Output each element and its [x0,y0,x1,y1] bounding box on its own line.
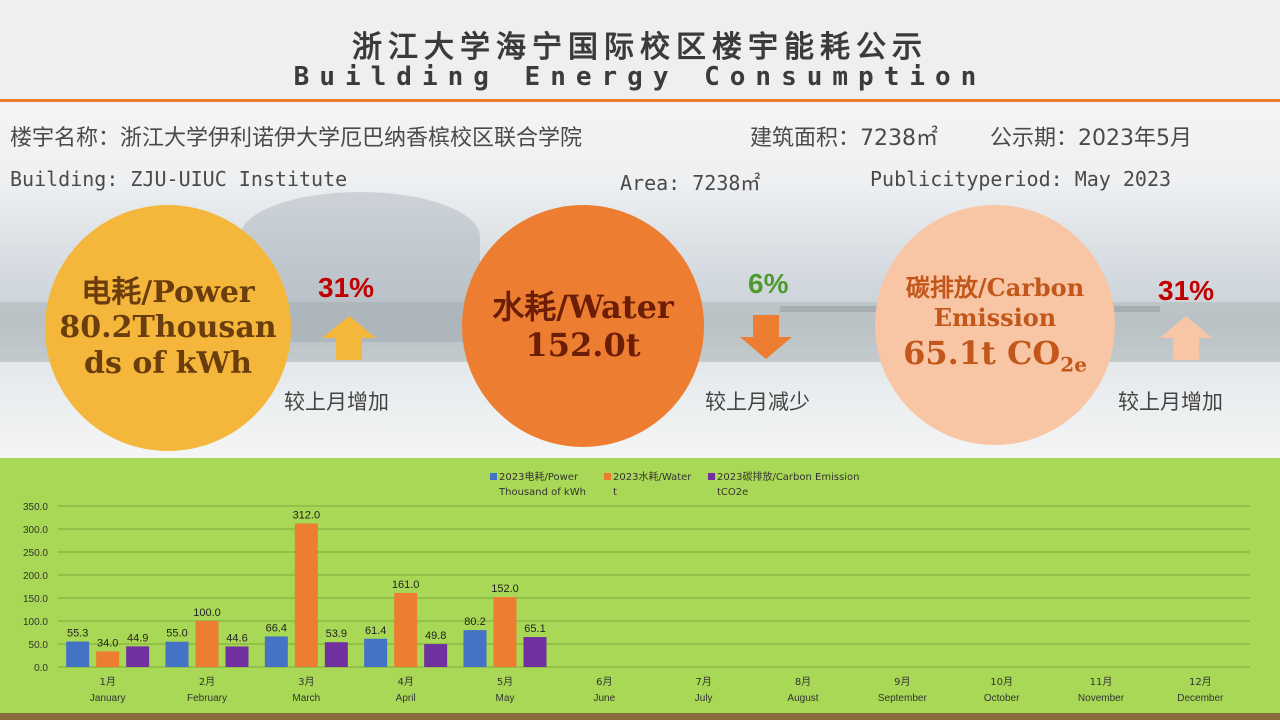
bar [493,597,517,667]
x-tick-label: 2月 [199,676,215,688]
y-tick-label: 300.0 [23,525,48,536]
y-tick-label: 350.0 [23,502,48,513]
bar [225,646,249,667]
legend-item-water: 2023水耗/Water t [604,470,691,500]
water-value: 152.0t [525,326,641,364]
header: 浙江大学海宁国际校区楼宇能耗公示 Building Energy Consump… [0,0,1280,100]
page-title-en: Building Energy Consumption [293,62,987,92]
x-tick-label-en: April [396,693,416,704]
power-change-pct: 31% [318,272,375,303]
bar [66,641,90,667]
data-label: 44.9 [127,632,148,644]
x-tick-label-en: June [593,693,615,704]
bar-chart: 0.0 50.0 100.0 150.0 200.0 250.0 300.0 350.0 1月 J… [23,502,1250,704]
water-compare-text: 较上月减少 [705,390,810,414]
y-tick-label: 100.0 [23,617,48,628]
bar [294,523,318,667]
x-tick-label-en: July [695,693,713,704]
data-label: 80.2 [464,616,485,628]
x-tick-label: 11月 [1090,676,1113,688]
carbon-value: 65.1t CO2e [903,333,1087,377]
bar [165,641,189,667]
x-tick-label: 3月 [298,676,314,688]
x-tick-label: 1月 [99,676,115,688]
period-cn: 公示期：2023年5月 [990,126,1192,151]
x-tick-label: 4月 [397,676,413,688]
building-name-en: Building: ZJU-UIUC Institute [10,167,348,191]
legend-item-power: 2023电耗/Power Thousand of kWh [490,470,586,500]
water-down-arrow-icon [740,315,792,359]
x-tick-label-en: October [984,693,1020,704]
x-tick-label-en: September [878,693,928,704]
water-label: 水耗/Water [492,287,674,326]
power-kpi-circle: 电耗/Power 80.2Thousan ds of kWh [45,205,291,451]
power-compare-text: 较上月增加 [284,390,389,414]
x-tick-label: 9月 [894,676,910,688]
power-label: 电耗/Power [81,274,255,310]
y-tick-label: 150.0 [23,594,48,605]
x-tick-label-en: May [496,693,515,704]
data-label: 53.9 [326,628,347,640]
period-en: Publicityperiod: May 2023 [870,167,1172,191]
x-tick-label-en: August [787,693,818,704]
page-title-cn: 浙江大学海宁国际校区楼宇能耗公示 [352,30,928,65]
y-tick-label: 200.0 [23,571,48,582]
data-label: 161.0 [392,579,420,591]
data-label: 100.0 [193,607,221,619]
data-label: 61.4 [365,625,386,637]
legend-item-carbon: 2023碳排放/Carbon Emission tCO2e [708,470,860,500]
water-kpi-circle: 水耗/Water 152.0t [462,205,704,447]
data-label: 34.0 [97,637,118,649]
bar [324,642,348,667]
bar [364,638,388,667]
water-change-pct: 6% [748,268,789,299]
x-tick-label-en: March [292,693,320,704]
building-name-cn: 楼宇名称：浙江大学伊利诺伊大学厄巴纳香槟校区联合学院 [10,126,583,151]
data-label: 152.0 [491,583,519,595]
data-label: 65.1 [524,623,545,635]
carbon-change-pct: 31% [1158,275,1215,306]
x-tick-label: 12月 [1189,676,1212,688]
header-divider [0,99,1280,102]
data-label: 55.0 [166,628,187,640]
chart-legend: 2023电耗/Power Thousand of kWh 2023水耗/Water… [0,470,1280,500]
bar [523,637,547,667]
x-tick-label-en: February [187,693,227,704]
x-tick-label: 8月 [795,676,811,688]
x-tick-label-en: November [1078,693,1125,704]
x-tick-label: 5月 [497,676,513,688]
area-en: Area: 7238㎡ [620,171,761,195]
bar [264,636,288,667]
x-tick-label: 10月 [990,676,1013,688]
x-tick-label: 6月 [596,676,612,688]
data-label: 312.0 [293,509,321,521]
bar [394,592,418,667]
power-up-arrow-icon [322,316,376,360]
x-tick-label-en: January [90,693,126,704]
carbon-kpi-circle: 碳排放/Carbon Emission 65.1t CO2e [875,205,1115,445]
power-value-line1: 80.2Thousan [59,310,277,346]
bar [463,630,487,667]
x-tick-label: 7月 [695,676,711,688]
chart-panel: 2023电耗/Power Thousand of kWh 2023水耗/Water… [0,458,1280,713]
bar [195,621,219,667]
y-tick-label: 250.0 [23,548,48,559]
bar [96,651,120,667]
bottom-strip [0,713,1280,720]
power-value-line2: ds of kWh [84,345,252,381]
carbon-compare-text: 较上月增加 [1118,390,1223,414]
bar [126,646,150,667]
carbon-label-2: Emission [933,302,1057,332]
bar [424,644,448,667]
data-label: 44.6 [226,632,247,644]
y-tick-label: 0.0 [34,663,48,674]
area-cn: 建筑面积：7238㎡ [750,126,938,151]
carbon-up-arrow-icon [1160,316,1212,360]
x-tick-label-en: December [1177,693,1224,704]
data-label: 49.8 [425,630,446,642]
data-label: 66.4 [266,622,287,634]
carbon-label: 碳排放/Carbon [905,272,1085,302]
data-label: 55.3 [67,628,88,640]
y-tick-label: 50.0 [29,640,49,651]
